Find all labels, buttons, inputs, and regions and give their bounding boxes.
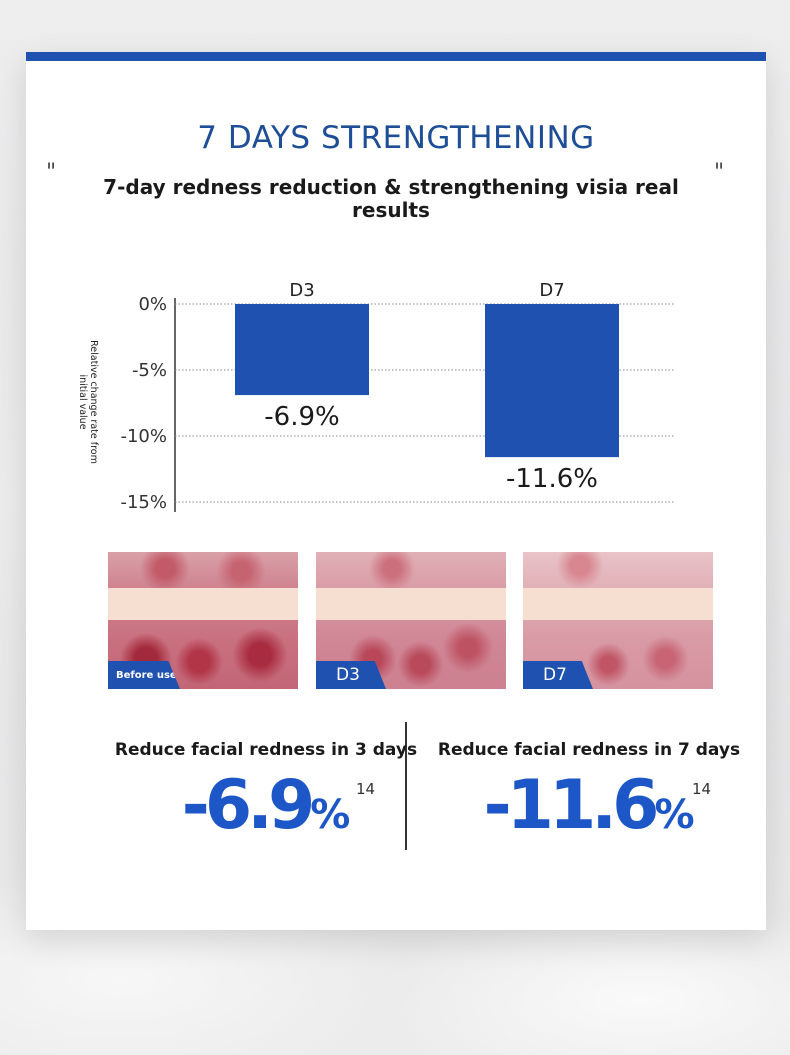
stat-value: -11.6% — [483, 766, 695, 845]
y-tick-label: -5% — [132, 360, 167, 381]
content-card: 7 DAYS STRENGTHENING " " 7-day redness r… — [26, 52, 766, 930]
photo-d3: D3 — [316, 552, 506, 689]
stat-divider — [405, 722, 407, 850]
redness-bar-chart: 0% -5% -10% -15% D3 -6.9% D7 -11.6% — [120, 280, 675, 513]
stat-value: -6.9% — [181, 766, 351, 845]
top-accent-bar — [26, 52, 766, 61]
stat-label: Reduce facial redness in 3 days — [114, 740, 418, 760]
photo-label-d3: D3 — [316, 661, 386, 689]
eye-mask-band — [108, 588, 298, 620]
eye-mask-band — [523, 588, 713, 620]
footnote-ref: 14 — [356, 780, 376, 798]
close-quote-icon: " — [714, 160, 725, 185]
bar-d3 — [235, 304, 369, 396]
photo-before-use: Before use — [108, 552, 298, 689]
y-tick-label: 0% — [138, 294, 167, 315]
category-label: D3 — [289, 280, 314, 301]
photo-label-before-use: Before use — [108, 661, 180, 689]
stat-label: Reduce facial redness in 7 days — [437, 740, 741, 760]
photo-d7: D7 — [523, 552, 713, 689]
data-label: -11.6% — [506, 464, 598, 494]
open-quote-icon: " — [46, 160, 57, 185]
photo-label-d7: D7 — [523, 661, 593, 689]
eye-mask-band — [316, 588, 506, 620]
category-label: D7 — [539, 280, 564, 301]
stat-7-days: Reduce facial redness in 7 days -11.6% 1… — [424, 740, 754, 846]
y-tick-label: -10% — [120, 426, 167, 447]
page-subtitle: 7-day redness reduction & strengthening … — [103, 175, 679, 222]
percent-sign: % — [310, 792, 351, 838]
percent-sign: % — [654, 792, 695, 838]
page-title: 7 DAYS STRENGTHENING — [197, 120, 595, 156]
y-tick-label: -15% — [120, 492, 167, 513]
data-label: -6.9% — [264, 402, 339, 432]
footnote-ref: 14 — [692, 780, 712, 798]
bar-d7 — [485, 304, 619, 458]
stat-3-days: Reduce facial redness in 3 days -6.9% 14 — [101, 740, 431, 846]
